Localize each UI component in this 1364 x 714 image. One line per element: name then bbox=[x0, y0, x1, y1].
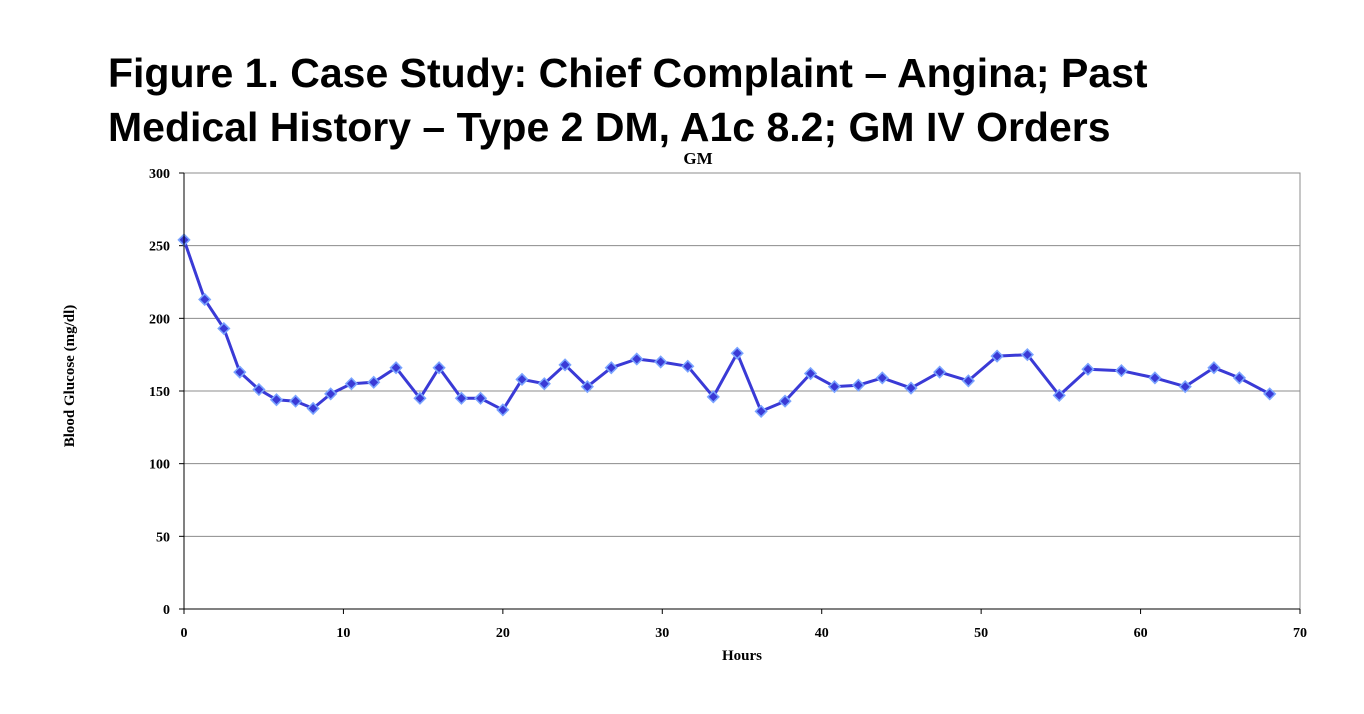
x-axis-label: Hours bbox=[722, 648, 762, 664]
data-point bbox=[580, 380, 594, 394]
data-point bbox=[1232, 371, 1247, 385]
data-point bbox=[558, 358, 572, 372]
data-point bbox=[730, 346, 744, 360]
data-point bbox=[537, 377, 551, 391]
figure-title: Figure 1. Case Study: Chief Complaint – … bbox=[108, 46, 1308, 154]
data-point bbox=[1263, 387, 1277, 401]
data-point bbox=[217, 321, 231, 336]
data-point bbox=[1020, 348, 1035, 362]
y-tick-label: 150 bbox=[149, 385, 170, 400]
data-point bbox=[432, 361, 446, 375]
data-point bbox=[933, 365, 947, 379]
data-point bbox=[473, 391, 488, 405]
data-point bbox=[851, 378, 866, 392]
data-point bbox=[1052, 388, 1066, 402]
y-tick-label: 200 bbox=[149, 312, 170, 327]
data-point bbox=[778, 394, 792, 408]
data-point bbox=[1114, 364, 1129, 378]
x-tick-label: 20 bbox=[496, 626, 510, 641]
data-point bbox=[389, 361, 403, 375]
data-point bbox=[754, 404, 768, 418]
data-point bbox=[827, 380, 842, 394]
chart-title: GM bbox=[683, 149, 712, 168]
data-point bbox=[269, 393, 284, 407]
y-axis-ticks: 0 50 100 150 200 250 300 bbox=[149, 167, 184, 618]
data-point bbox=[990, 349, 1004, 363]
data-point bbox=[875, 371, 889, 385]
data-point bbox=[630, 352, 644, 366]
data-point bbox=[344, 377, 359, 391]
data-point bbox=[1207, 361, 1221, 375]
data-point bbox=[803, 366, 818, 381]
figure-title-line-1: Figure 1. Case Study: Chief Complaint – … bbox=[108, 50, 1148, 96]
x-axis-ticks: 0 10 20 30 40 50 60 70 bbox=[181, 609, 1307, 641]
y-tick-label: 300 bbox=[149, 167, 170, 182]
x-tick-label: 30 bbox=[655, 626, 669, 641]
data-point bbox=[288, 394, 303, 408]
x-tick-label: 50 bbox=[974, 626, 988, 641]
data-point bbox=[681, 359, 695, 373]
x-tick-label: 70 bbox=[1293, 626, 1307, 641]
x-tick-label: 40 bbox=[815, 626, 829, 641]
data-points bbox=[177, 233, 1277, 418]
data-point bbox=[496, 403, 510, 417]
series-line bbox=[182, 239, 1271, 413]
data-point bbox=[1148, 371, 1162, 385]
y-axis-label: Blood Glucose (mg/dl) bbox=[62, 305, 78, 448]
data-point bbox=[233, 365, 247, 379]
x-tick-label: 10 bbox=[336, 626, 350, 641]
data-point bbox=[252, 382, 266, 397]
data-point bbox=[515, 372, 529, 387]
y-tick-label: 100 bbox=[149, 458, 170, 473]
x-tick-label: 60 bbox=[1134, 626, 1148, 641]
data-point bbox=[367, 375, 381, 389]
data-point bbox=[1081, 362, 1095, 376]
x-tick-label: 0 bbox=[181, 626, 188, 641]
data-point bbox=[961, 374, 976, 388]
data-point bbox=[413, 391, 427, 405]
data-point bbox=[454, 391, 469, 405]
data-point bbox=[198, 292, 212, 307]
data-point bbox=[604, 361, 618, 375]
y-tick-label: 0 bbox=[163, 603, 170, 618]
y-tick-label: 250 bbox=[149, 240, 170, 255]
figure-title-line-2: Medical History – Type 2 DM, A1c 8.2; GM… bbox=[108, 104, 1111, 150]
data-point bbox=[654, 355, 668, 369]
data-point bbox=[904, 381, 918, 395]
data-point bbox=[324, 387, 338, 401]
data-point bbox=[1178, 380, 1192, 394]
data-point bbox=[706, 390, 720, 404]
data-point bbox=[306, 401, 320, 416]
y-tick-label: 50 bbox=[156, 530, 170, 545]
